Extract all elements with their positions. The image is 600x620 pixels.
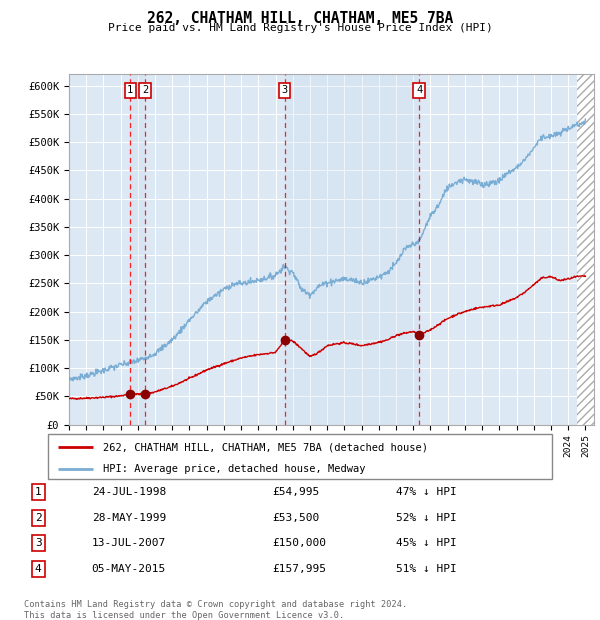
Bar xyxy=(284,74,419,425)
Text: 2: 2 xyxy=(35,513,41,523)
Text: 262, CHATHAM HILL, CHATHAM, ME5 7BA: 262, CHATHAM HILL, CHATHAM, ME5 7BA xyxy=(147,11,453,25)
Text: 05-MAY-2015: 05-MAY-2015 xyxy=(92,564,166,574)
Text: 28-MAY-1999: 28-MAY-1999 xyxy=(92,513,166,523)
Text: £157,995: £157,995 xyxy=(272,564,326,574)
Text: 13-JUL-2007: 13-JUL-2007 xyxy=(92,538,166,548)
Text: 3: 3 xyxy=(281,85,288,95)
Text: HPI: Average price, detached house, Medway: HPI: Average price, detached house, Medw… xyxy=(103,464,366,474)
Text: Price paid vs. HM Land Registry's House Price Index (HPI): Price paid vs. HM Land Registry's House … xyxy=(107,23,493,33)
Text: 52% ↓ HPI: 52% ↓ HPI xyxy=(396,513,457,523)
Text: 1: 1 xyxy=(127,85,133,95)
Text: £53,500: £53,500 xyxy=(272,513,319,523)
Text: 4: 4 xyxy=(35,564,41,574)
Text: 3: 3 xyxy=(35,538,41,548)
Text: 1: 1 xyxy=(35,487,41,497)
Bar xyxy=(130,74,145,425)
Text: £150,000: £150,000 xyxy=(272,538,326,548)
Text: 45% ↓ HPI: 45% ↓ HPI xyxy=(396,538,457,548)
Text: 4: 4 xyxy=(416,85,422,95)
Text: 262, CHATHAM HILL, CHATHAM, ME5 7BA (detached house): 262, CHATHAM HILL, CHATHAM, ME5 7BA (det… xyxy=(103,443,428,453)
Text: £54,995: £54,995 xyxy=(272,487,319,497)
Text: 24-JUL-1998: 24-JUL-1998 xyxy=(92,487,166,497)
Bar xyxy=(577,74,600,425)
Text: 51% ↓ HPI: 51% ↓ HPI xyxy=(396,564,457,574)
Text: 2: 2 xyxy=(142,85,148,95)
Text: 47% ↓ HPI: 47% ↓ HPI xyxy=(396,487,457,497)
FancyBboxPatch shape xyxy=(48,434,552,479)
Text: Contains HM Land Registry data © Crown copyright and database right 2024.
This d: Contains HM Land Registry data © Crown c… xyxy=(24,600,407,619)
